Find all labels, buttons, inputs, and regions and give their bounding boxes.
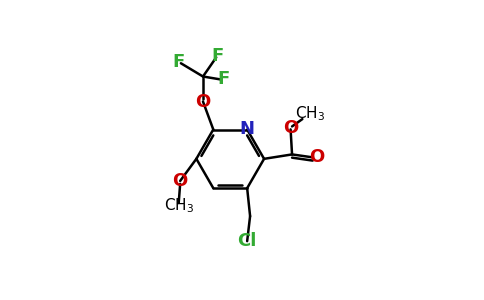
Text: O: O: [172, 172, 188, 190]
Text: O: O: [196, 92, 211, 110]
Text: F: F: [212, 46, 224, 64]
Text: F: F: [217, 70, 229, 88]
Text: F: F: [172, 53, 185, 71]
Text: CH$_3$: CH$_3$: [164, 196, 194, 215]
Text: Cl: Cl: [238, 232, 257, 250]
Text: CH$_3$: CH$_3$: [295, 104, 325, 122]
Text: O: O: [283, 119, 298, 137]
Text: O: O: [309, 148, 324, 166]
Text: N: N: [240, 120, 255, 138]
